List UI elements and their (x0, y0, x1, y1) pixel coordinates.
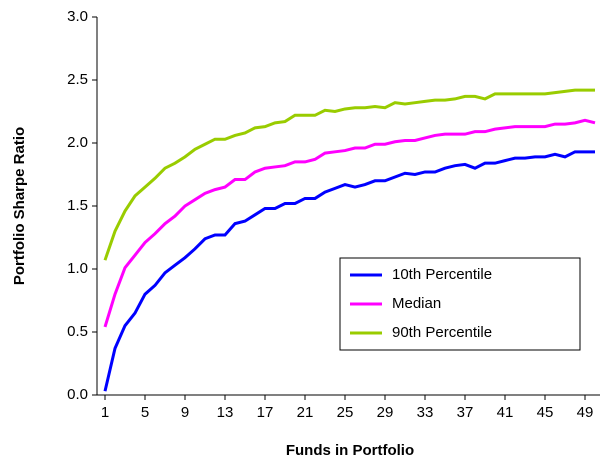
legend-label: 10th Percentile (392, 266, 492, 283)
y-axis-title: Portfolio Sharpe Ratio (11, 127, 28, 285)
x-tick-label: 1 (101, 404, 109, 421)
y-tick-label: 0.5 (67, 323, 88, 340)
series-line (103, 118, 596, 328)
series-line (103, 150, 595, 392)
y-tick-label: 3.0 (67, 8, 88, 25)
x-tick-label: 25 (337, 404, 354, 421)
x-tick-label: 45 (537, 404, 554, 421)
x-tick-label: 13 (217, 404, 234, 421)
x-tick-label: 9 (181, 404, 189, 421)
y-tick-label: 2.0 (67, 134, 88, 151)
x-tick-label: 41 (497, 404, 514, 421)
y-tick-label: 1.0 (67, 260, 88, 277)
series-line (103, 88, 595, 261)
legend-label: 90th Percentile (392, 324, 492, 341)
x-tick-label: 49 (577, 404, 594, 421)
x-tick-label: 29 (377, 404, 394, 421)
x-tick-label: 37 (457, 404, 474, 421)
x-tick-label: 33 (417, 404, 434, 421)
legend-label: Median (392, 295, 441, 312)
y-tick-label: 2.5 (67, 71, 88, 88)
x-tick-label: 5 (141, 404, 149, 421)
x-axis-title: Funds in Portfolio (286, 442, 414, 459)
y-tick-label: 0.0 (67, 386, 88, 403)
y-tick-label: 1.5 (67, 197, 88, 214)
x-tick-label: 21 (297, 404, 314, 421)
x-tick-label: 17 (257, 404, 274, 421)
